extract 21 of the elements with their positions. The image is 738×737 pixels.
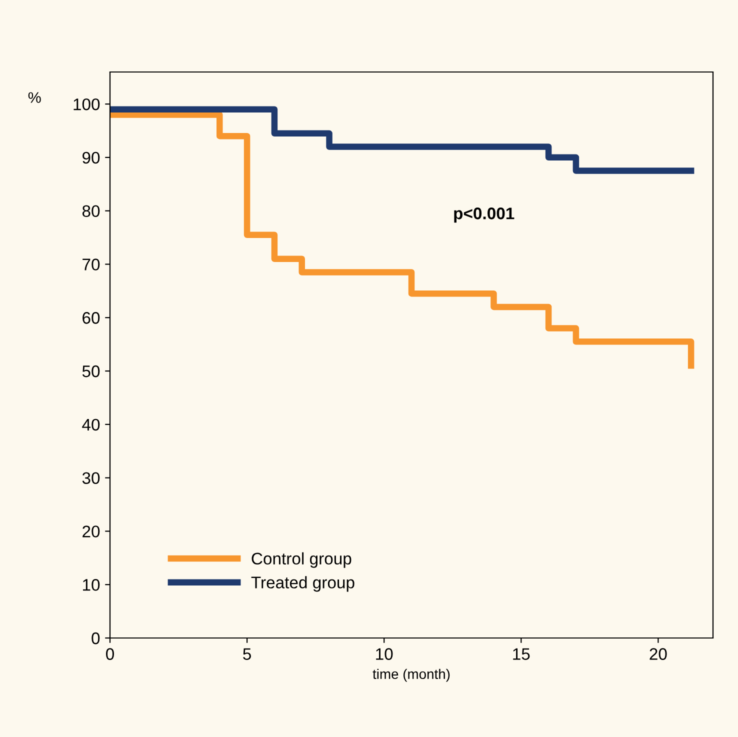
y-tick-label: 30 (82, 472, 100, 484)
y-tick-label: 80 (82, 205, 100, 218)
x-tick-label: 5 (243, 648, 251, 660)
y-tick-label: 70 (82, 258, 100, 270)
x-tick-label: 10 (376, 648, 393, 660)
y-axis-title: % (28, 92, 41, 103)
y-tick-label: 50 (82, 365, 100, 378)
y-tick-label: 10 (83, 579, 100, 591)
y-tick-label: 20 (82, 526, 100, 538)
y-tick-label: 60 (82, 312, 100, 324)
x-tick-label: 0 (106, 648, 114, 660)
y-tick-label: 90 (82, 152, 100, 164)
y-tick-label: 40 (82, 418, 100, 431)
x-tick-label: 15 (513, 648, 530, 660)
x-axis-title: time (month) (372, 668, 450, 682)
y-tick-label: 100 (74, 98, 100, 110)
legend-label: Control group (252, 552, 352, 568)
y-tick-label: 0 (92, 632, 100, 644)
legend-label: Treated group (251, 576, 354, 592)
annotation: p<0.001 (454, 208, 514, 223)
x-tick-label: 20 (650, 648, 667, 660)
